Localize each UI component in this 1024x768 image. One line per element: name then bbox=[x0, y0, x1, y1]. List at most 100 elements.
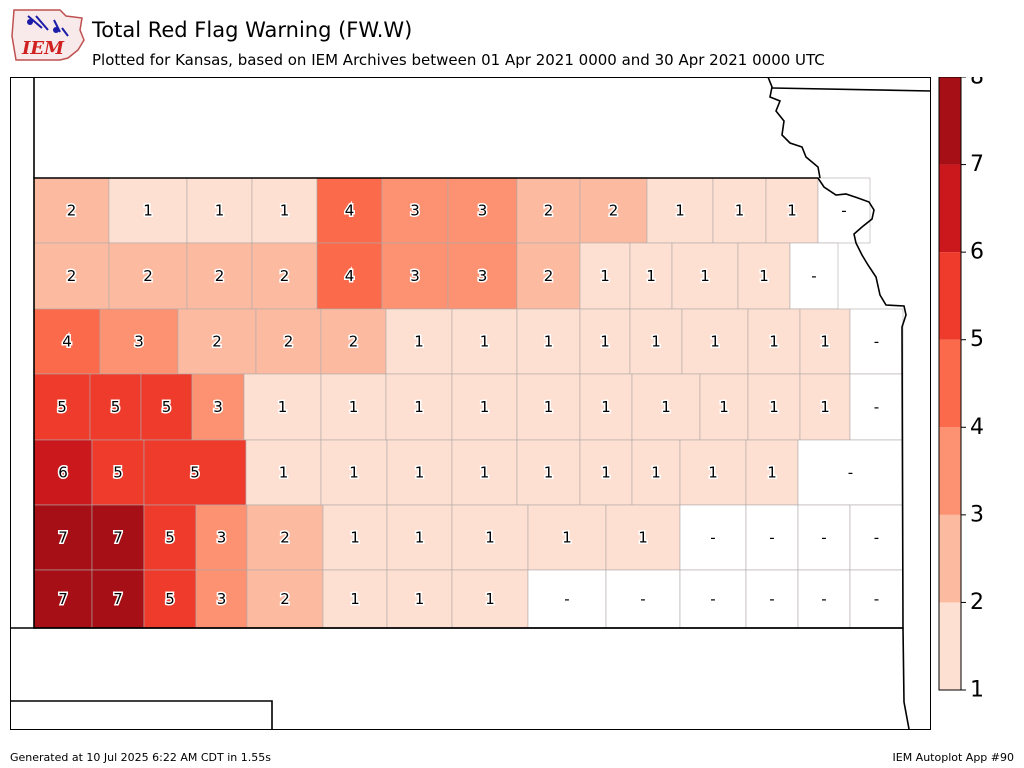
county-count-label: 1 bbox=[710, 333, 720, 351]
county-cell bbox=[447, 242, 518, 310]
colorbar-tick-label: 1 bbox=[970, 678, 984, 698]
county-count-label: 5 bbox=[165, 529, 175, 547]
county-count-label: 2 bbox=[544, 267, 554, 285]
county-cell bbox=[516, 373, 581, 441]
kansas-border bbox=[33, 177, 907, 629]
county-cell bbox=[451, 569, 529, 629]
county-count-label: 3 bbox=[478, 202, 488, 220]
county-count-label: - bbox=[874, 398, 879, 416]
colorbar-frame bbox=[938, 77, 962, 691]
county-count-label: 1 bbox=[769, 333, 779, 351]
county-cell bbox=[381, 242, 449, 310]
colorbar-tick-label: 8 bbox=[970, 77, 984, 90]
county-count-label: 2 bbox=[544, 202, 554, 220]
county-count-label: 2 bbox=[215, 267, 225, 285]
county-count-label: 1 bbox=[646, 267, 656, 285]
county-cell bbox=[33, 504, 93, 571]
county-count-label: 1 bbox=[280, 202, 290, 220]
colorbar-swatch bbox=[939, 164, 961, 253]
county-count-label: 5 bbox=[111, 398, 121, 416]
county-count-label: 1 bbox=[544, 333, 554, 351]
iowa-border bbox=[771, 87, 931, 92]
colorbar-tick-label: 6 bbox=[970, 240, 984, 265]
map-title: Total Red Flag Warning (FW.W) bbox=[92, 18, 413, 42]
county-count-label: 1 bbox=[143, 202, 153, 220]
colorbar-swatch bbox=[939, 252, 961, 340]
state-borders bbox=[10, 77, 931, 730]
county-cell bbox=[451, 373, 518, 441]
county-cell bbox=[143, 569, 197, 629]
county-count-label: 2 bbox=[67, 202, 77, 220]
county-count-label: 7 bbox=[58, 590, 68, 608]
missouri-border bbox=[902, 627, 910, 730]
county-cell bbox=[186, 177, 253, 244]
county-count-label: 1 bbox=[661, 398, 671, 416]
county-count-label: 1 bbox=[350, 590, 360, 608]
county-count-label: 7 bbox=[113, 529, 123, 547]
county-count-label: 2 bbox=[212, 333, 222, 351]
generated-footer: Generated at 10 Jul 2025 6:22 AM CDT in … bbox=[10, 751, 271, 764]
county-cell bbox=[243, 373, 322, 441]
colorbar-swatch bbox=[939, 514, 961, 603]
county-cell bbox=[143, 504, 197, 571]
county-cell bbox=[679, 439, 747, 506]
county-cell bbox=[516, 242, 581, 310]
county-count-label: 1 bbox=[485, 529, 495, 547]
county-cell bbox=[516, 308, 581, 375]
county-count-label: 2 bbox=[349, 333, 359, 351]
map-subtitle: Plotted for Kansas, based on IEM Archive… bbox=[92, 51, 825, 69]
county-count-label: 5 bbox=[162, 398, 172, 416]
county-count-label: 4 bbox=[62, 333, 72, 351]
county-count-label: 2 bbox=[609, 202, 619, 220]
county-count-label: 1 bbox=[480, 464, 490, 482]
texas-border bbox=[10, 700, 273, 729]
county-count-label: - bbox=[710, 529, 715, 547]
colorbar-tick-label: 5 bbox=[970, 327, 984, 352]
colorbar-swatch bbox=[939, 602, 961, 690]
county-count-label: 2 bbox=[284, 333, 294, 351]
county-count-label: 7 bbox=[113, 590, 123, 608]
county-cell bbox=[246, 569, 324, 629]
county-count-label: - bbox=[769, 590, 774, 608]
county-layer: 2 1 1 1 4 3 3 2 2 1 1 1 - 2 2 2 2 4 3 3 2 1 1 1 1 - 4 3 2 2 2 1 1 1 1 1 1 1 1 -… bbox=[33, 177, 904, 629]
county-cell bbox=[671, 242, 739, 310]
county-cell bbox=[108, 242, 188, 310]
colorbar-swatches bbox=[938, 77, 962, 691]
county-count-label: 3 bbox=[478, 267, 488, 285]
county-count-label: 1 bbox=[719, 398, 729, 416]
county-count-label: 2 bbox=[143, 267, 153, 285]
county-cell bbox=[33, 177, 110, 244]
county-count-label: 4 bbox=[345, 202, 355, 220]
county-count-label: 1 bbox=[700, 267, 710, 285]
county-cell bbox=[91, 569, 145, 629]
county-cell bbox=[386, 439, 453, 506]
county-cell bbox=[579, 242, 631, 310]
county-cell bbox=[33, 569, 93, 629]
county-cell bbox=[320, 373, 387, 441]
county-cell bbox=[516, 439, 581, 506]
county-count-label: - bbox=[821, 529, 826, 547]
county-count-label: 7 bbox=[58, 529, 68, 547]
county-cell bbox=[797, 569, 851, 629]
county-cell bbox=[451, 504, 529, 571]
county-count-label: - bbox=[821, 590, 826, 608]
county-count-label: 5 bbox=[190, 464, 200, 482]
county-cell bbox=[33, 242, 110, 310]
county-count-label: 1 bbox=[787, 202, 797, 220]
missouri-river bbox=[767, 77, 821, 179]
county-count-label: 1 bbox=[675, 202, 685, 220]
colorbar-swatch bbox=[939, 77, 961, 165]
county-count-label: 3 bbox=[213, 398, 223, 416]
county-count-label: 1 bbox=[820, 333, 830, 351]
kansas-county-map: 2 1 1 1 4 3 3 2 2 1 1 1 - 2 2 2 2 4 3 3 2 1 1 1 1 - 4 3 2 2 2 1 1 1 1 1 1 1 1 -… bbox=[10, 77, 931, 730]
county-count-label: 1 bbox=[708, 464, 718, 482]
county-cell bbox=[629, 308, 683, 375]
colorbar-ticks: 1 2 3 4 5 6 7 8 bbox=[961, 77, 984, 697]
county-cell bbox=[712, 177, 767, 244]
county-count-label: 3 bbox=[134, 333, 144, 351]
county-count-label: 2 bbox=[280, 267, 290, 285]
county-cell bbox=[681, 308, 749, 375]
county-count-label: - bbox=[874, 590, 879, 608]
county-count-label: 1 bbox=[769, 398, 779, 416]
county-count-label: 1 bbox=[414, 333, 424, 351]
